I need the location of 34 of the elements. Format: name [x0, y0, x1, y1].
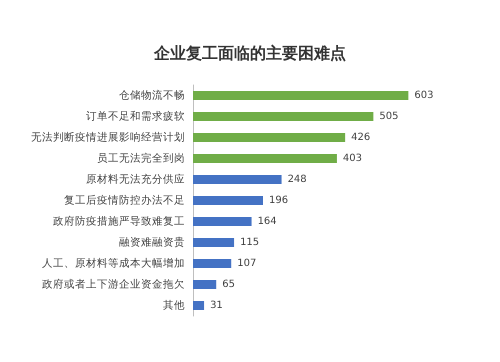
y-tick-label: 复工后疫情防控办法不足: [64, 194, 185, 206]
bar: [193, 196, 263, 205]
data-label: 403: [342, 153, 362, 164]
bar: [193, 238, 234, 247]
bar: [193, 91, 408, 100]
data-label: 603: [414, 90, 434, 101]
data-label: 426: [351, 132, 370, 143]
bar: [193, 217, 252, 226]
y-tick-label: 融资难融资贵: [119, 236, 185, 248]
bar: [193, 259, 232, 268]
y-tick-label: 无法判断疫情进展影响经营计划: [31, 130, 185, 144]
data-label: 107: [237, 258, 256, 269]
bar: [193, 301, 204, 310]
bar: [193, 280, 216, 289]
y-tick-label: 其他: [163, 298, 185, 312]
data-label: 248: [288, 174, 307, 185]
data-label: 196: [269, 195, 288, 206]
y-tick-label: 政府或者上下游企业资金拖欠: [42, 278, 185, 290]
y-tick-label: 人工、原材料等成本大幅增加: [42, 256, 185, 270]
y-tick-label: 仓储物流不畅: [119, 88, 185, 102]
data-label: 164: [258, 216, 277, 227]
bar: [193, 175, 282, 184]
chart-title: 企业复工面临的主要困难点: [153, 44, 346, 62]
y-tick-label: 员工无法完全到岗: [97, 152, 185, 164]
data-label: 65: [222, 279, 235, 290]
y-tick-label: 原材料无法充分供应: [86, 172, 185, 186]
bar: [193, 133, 346, 142]
y-tick-label: 订单不足和需求疲软: [86, 110, 185, 122]
y-tick-label: 政府防疫措施严导致难复工: [53, 214, 185, 228]
data-label: 115: [240, 237, 260, 248]
bar: [193, 154, 337, 163]
data-label: 505: [379, 111, 398, 122]
data-label: 31: [210, 300, 223, 311]
bar: [193, 112, 374, 121]
